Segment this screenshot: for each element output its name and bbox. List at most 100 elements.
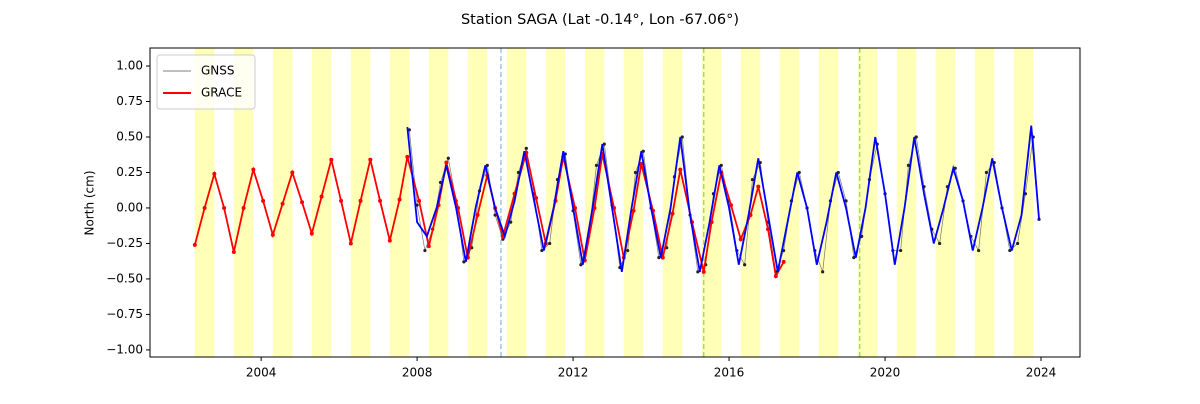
season-band [818,48,839,357]
season-band [701,48,722,357]
x-tick-label: 2004 [246,366,277,380]
season-band [311,48,332,357]
season-band [662,48,683,357]
data-point [594,163,599,167]
y-tick-label: 0.25 [116,165,143,179]
x-tick-label: 2016 [714,366,745,380]
legend-label: GRACE [201,86,242,100]
season-band [857,48,878,357]
y-tick-label: 1.00 [116,59,143,73]
data-point [766,227,771,232]
data-point [821,270,825,274]
x-tick-label: 2024 [1026,366,1057,380]
data-point [602,142,606,146]
y-tick-label: −0.25 [106,236,143,250]
data-point [378,198,383,203]
data-point [852,256,856,260]
data-point [906,163,911,167]
data-point [729,203,734,208]
data-point [756,184,761,189]
x-tick-label: 2020 [870,366,901,380]
y-axis-label: North (cm) [83,170,97,235]
data-point [750,177,755,182]
data-point [738,237,743,242]
data-point [696,270,700,274]
data-point [251,167,256,172]
data-point [670,211,675,216]
y-tick-label: 0.00 [116,200,143,214]
data-point [438,180,443,185]
y-tick-label: 0.50 [116,129,143,143]
data-point [348,241,353,246]
data-point [231,249,236,254]
data-point [309,231,314,236]
data-point [899,248,903,253]
y-tick-label: −0.75 [106,307,143,321]
data-point [405,154,410,159]
data-point [397,197,402,202]
data-point [524,146,528,150]
data-point [319,194,324,199]
data-point [339,198,344,203]
data-point [626,248,630,253]
data-point [358,198,363,203]
y-tick-label: −0.50 [106,271,143,285]
data-point [417,198,422,203]
data-point [300,200,305,205]
data-point [579,263,583,267]
data-point [387,238,392,243]
data-point [540,248,544,253]
data-point [633,170,638,175]
data-point [977,248,981,253]
data-point [534,196,539,201]
data-point [202,205,207,210]
data-point [678,167,683,172]
season-band [233,48,254,357]
y-tick-label: 0.75 [116,94,143,108]
data-point [444,160,449,165]
data-point [631,208,636,213]
data-point [280,201,285,206]
data-point [680,135,684,139]
data-point [485,163,489,167]
data-point [368,157,373,162]
plot-area [192,48,1041,357]
data-point [270,232,275,237]
data-point [743,263,747,267]
data-point [212,171,217,176]
data-point [192,242,197,247]
season-band [896,48,917,357]
data-point [222,205,227,210]
data-point [938,241,942,246]
data-point [719,163,723,167]
data-point [773,274,778,279]
data-point [1008,248,1012,253]
data-point [261,198,266,203]
data-point [984,170,989,175]
data-point [701,269,706,274]
data-point [475,213,480,218]
data-point [781,259,786,264]
season-band [506,48,527,357]
data-point [423,248,427,253]
data-point [290,170,295,175]
season-band [194,48,215,357]
chart-title: Station SAGA (Lat -0.14°, Lon -67.06°) [461,12,739,28]
data-point [641,149,645,153]
data-point [639,161,644,166]
data-point [241,205,246,210]
season-band [623,48,644,357]
data-point [462,260,466,264]
x-tick-label: 2012 [558,366,589,380]
y-tick-label: −1.00 [106,342,143,356]
series-line [406,125,1040,273]
data-point [329,157,334,162]
data-point [446,156,450,160]
legend-label: GNSS [201,64,235,78]
plot-frame [149,47,1081,358]
legend-box [156,54,256,110]
x-tick-label: 2008 [402,366,433,380]
data-point [426,244,431,249]
season-band [779,48,800,357]
